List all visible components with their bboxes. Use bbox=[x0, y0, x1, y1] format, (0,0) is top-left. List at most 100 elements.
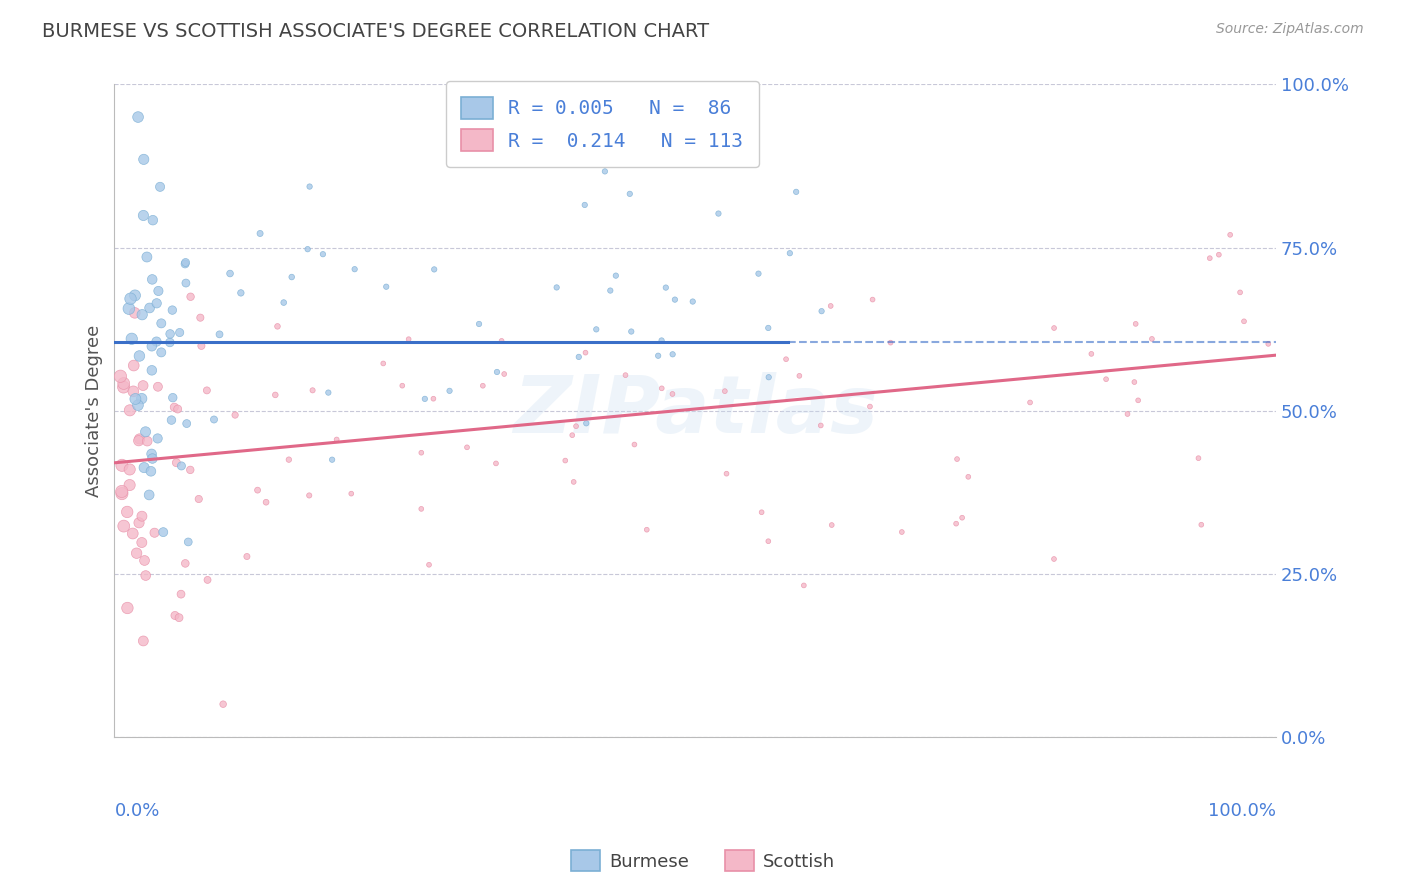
Point bbox=[118, 403, 141, 417]
Point bbox=[202, 412, 225, 426]
Point bbox=[148, 284, 170, 298]
Point bbox=[128, 432, 150, 446]
Point bbox=[494, 367, 516, 381]
Point bbox=[122, 384, 145, 399]
Point bbox=[170, 587, 193, 601]
Point bbox=[1189, 517, 1212, 532]
Point bbox=[859, 400, 882, 414]
Point bbox=[159, 335, 181, 350]
Point bbox=[121, 332, 143, 346]
Point bbox=[775, 352, 797, 367]
Point bbox=[620, 325, 643, 339]
Point bbox=[128, 516, 150, 530]
Point bbox=[468, 317, 491, 331]
Point bbox=[373, 356, 395, 370]
Point bbox=[439, 384, 461, 398]
Text: 0.0%: 0.0% bbox=[114, 802, 160, 820]
Point bbox=[128, 434, 150, 448]
Legend: R = 0.005   N =  86, R =  0.214   N = 113: R = 0.005 N = 86, R = 0.214 N = 113 bbox=[446, 81, 759, 167]
Point bbox=[423, 262, 446, 277]
Point bbox=[821, 518, 844, 533]
Point bbox=[298, 179, 321, 194]
Point bbox=[758, 370, 780, 384]
Point bbox=[128, 349, 150, 363]
Point bbox=[1198, 251, 1220, 265]
Point bbox=[141, 339, 163, 353]
Point bbox=[118, 462, 141, 476]
Point bbox=[180, 290, 202, 304]
Point bbox=[264, 388, 287, 402]
Point bbox=[422, 392, 444, 406]
Point bbox=[224, 408, 246, 422]
Point bbox=[614, 368, 637, 383]
Point bbox=[236, 549, 259, 564]
Point bbox=[146, 380, 169, 394]
Point bbox=[682, 294, 704, 309]
Point bbox=[170, 458, 193, 473]
Point bbox=[707, 206, 730, 220]
Point bbox=[1080, 347, 1102, 361]
Point bbox=[122, 359, 145, 373]
Point bbox=[321, 452, 343, 467]
Point bbox=[132, 634, 155, 648]
Point bbox=[789, 368, 811, 383]
Point bbox=[862, 293, 884, 307]
Point bbox=[1208, 248, 1230, 262]
Point bbox=[188, 310, 211, 325]
Point bbox=[142, 213, 165, 227]
Point bbox=[647, 349, 669, 363]
Point bbox=[793, 578, 815, 592]
Point bbox=[150, 345, 173, 359]
Point bbox=[565, 419, 588, 434]
Point bbox=[1140, 332, 1163, 346]
Point bbox=[111, 458, 134, 473]
Point bbox=[127, 398, 149, 412]
Point bbox=[661, 347, 683, 361]
Point bbox=[125, 546, 148, 560]
Point bbox=[301, 384, 323, 398]
Point bbox=[195, 384, 218, 398]
Point bbox=[945, 516, 967, 531]
Point bbox=[1187, 451, 1209, 466]
Point bbox=[485, 365, 508, 379]
Point bbox=[152, 525, 174, 540]
Point bbox=[391, 378, 413, 392]
Point bbox=[398, 332, 420, 346]
Point bbox=[661, 387, 683, 401]
Point bbox=[1219, 227, 1241, 242]
Point bbox=[127, 110, 149, 124]
Point bbox=[111, 486, 134, 500]
Point bbox=[197, 573, 219, 587]
Point bbox=[163, 401, 186, 415]
Point bbox=[117, 601, 139, 615]
Point bbox=[124, 288, 146, 302]
Point bbox=[132, 153, 155, 167]
Point bbox=[664, 293, 686, 307]
Point bbox=[141, 363, 163, 377]
Point bbox=[120, 292, 142, 306]
Point bbox=[651, 381, 673, 395]
Point bbox=[149, 179, 172, 194]
Point bbox=[167, 610, 190, 624]
Point bbox=[810, 418, 832, 433]
Legend: Burmese, Scottish: Burmese, Scottish bbox=[564, 843, 842, 879]
Point bbox=[946, 452, 969, 467]
Point bbox=[174, 557, 197, 571]
Point bbox=[131, 509, 153, 524]
Point bbox=[132, 209, 155, 223]
Point bbox=[340, 486, 363, 500]
Point bbox=[246, 483, 269, 497]
Point bbox=[779, 246, 801, 260]
Point bbox=[118, 478, 141, 492]
Point bbox=[141, 447, 163, 461]
Text: 100.0%: 100.0% bbox=[1208, 802, 1277, 820]
Point bbox=[747, 267, 769, 281]
Point bbox=[174, 255, 197, 269]
Point bbox=[318, 385, 340, 400]
Point bbox=[1019, 395, 1042, 409]
Point bbox=[212, 697, 235, 711]
Point bbox=[418, 558, 440, 572]
Point bbox=[820, 299, 842, 313]
Point bbox=[298, 488, 321, 502]
Point bbox=[810, 304, 832, 318]
